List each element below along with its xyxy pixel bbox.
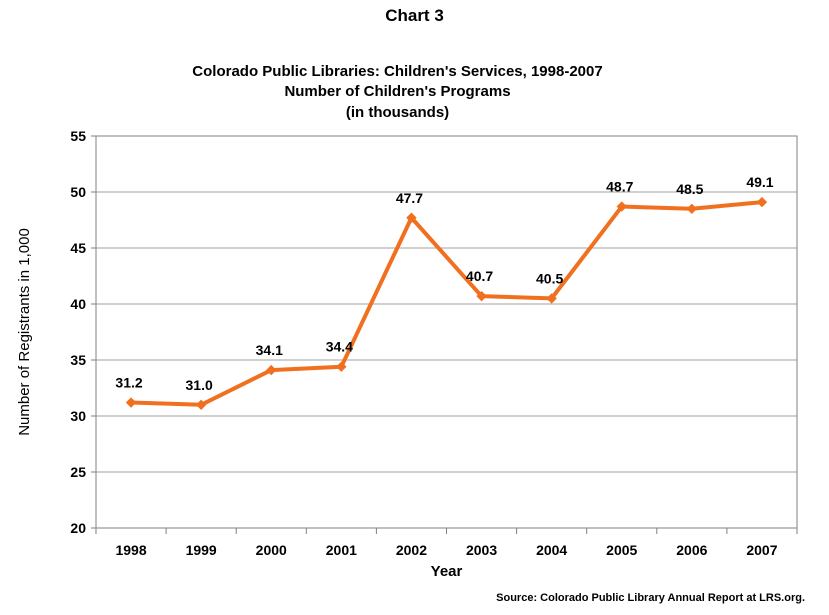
source-note: Source: Colorado Public Library Annual R…	[496, 592, 805, 604]
data-point-marker	[195, 399, 207, 411]
data-labels: 31.2 31.0 34.1 34.4 47.7 40.7 40.5 48.7 48.5 49.1	[115, 174, 773, 393]
x-tick-labels: 1998 1999 2000 2001 2002 2003 2004 2005 2006 2007	[115, 542, 777, 558]
x-tick-label: 1998	[115, 542, 146, 558]
data-label: 40.7	[466, 268, 493, 284]
data-label: 40.5	[536, 270, 563, 286]
y-tick-label: 55	[70, 128, 86, 144]
y-tick-label: 20	[70, 520, 86, 536]
series-line	[130, 200, 763, 407]
data-label: 49.1	[746, 174, 773, 190]
axes	[91, 135, 798, 534]
data-point-marker	[476, 290, 487, 302]
x-tick-label: 2003	[466, 542, 497, 558]
y-axis-title: Number of Registrants in 1,000	[16, 228, 33, 436]
y-tick-label: 50	[70, 184, 86, 200]
data-label: 48.5	[676, 181, 703, 197]
y-tick-label: 45	[70, 240, 86, 256]
chart-number: Chart 3	[385, 6, 444, 25]
y-tick-label: 25	[70, 464, 86, 480]
data-label: 34.4	[326, 339, 353, 355]
x-tick-label: 2001	[326, 542, 357, 558]
data-point-marker	[616, 201, 627, 212]
x-tick-label: 2006	[676, 542, 707, 558]
chart-subtitle-units: (in thousands)	[345, 104, 450, 121]
y-tick-label: 35	[70, 352, 86, 368]
x-axis-title: Year	[431, 563, 463, 580]
x-tick-label: 2000	[256, 542, 287, 558]
chart-title: Colorado Public Libraries: Children's Se…	[192, 63, 603, 80]
data-label: 31.2	[115, 375, 142, 391]
x-tick-label: 1999	[186, 542, 217, 558]
y-tick-labels: 20 25 30 35 40 45 50 55	[70, 128, 86, 536]
series	[125, 196, 768, 411]
data-label: 47.7	[396, 190, 423, 206]
data-label: 34.1	[256, 342, 283, 358]
x-tick-label: 2004	[536, 542, 567, 558]
data-point-marker	[686, 203, 698, 215]
data-point-marker	[546, 293, 557, 304]
chart-subtitle: Number of Children's Programs	[284, 83, 511, 100]
data-point-marker	[336, 361, 347, 372]
data-point-marker	[406, 212, 417, 223]
data-label: 48.7	[606, 179, 633, 195]
x-tick-label: 2007	[746, 542, 777, 558]
y-tick-label: 30	[70, 408, 86, 424]
x-tick-label: 2005	[606, 542, 637, 558]
x-tick-label: 2002	[396, 542, 427, 558]
data-point-marker	[266, 364, 277, 376]
y-tick-label: 40	[70, 296, 86, 312]
data-point-marker	[125, 397, 137, 408]
data-label: 31.0	[186, 377, 213, 393]
data-point-marker	[756, 196, 768, 208]
